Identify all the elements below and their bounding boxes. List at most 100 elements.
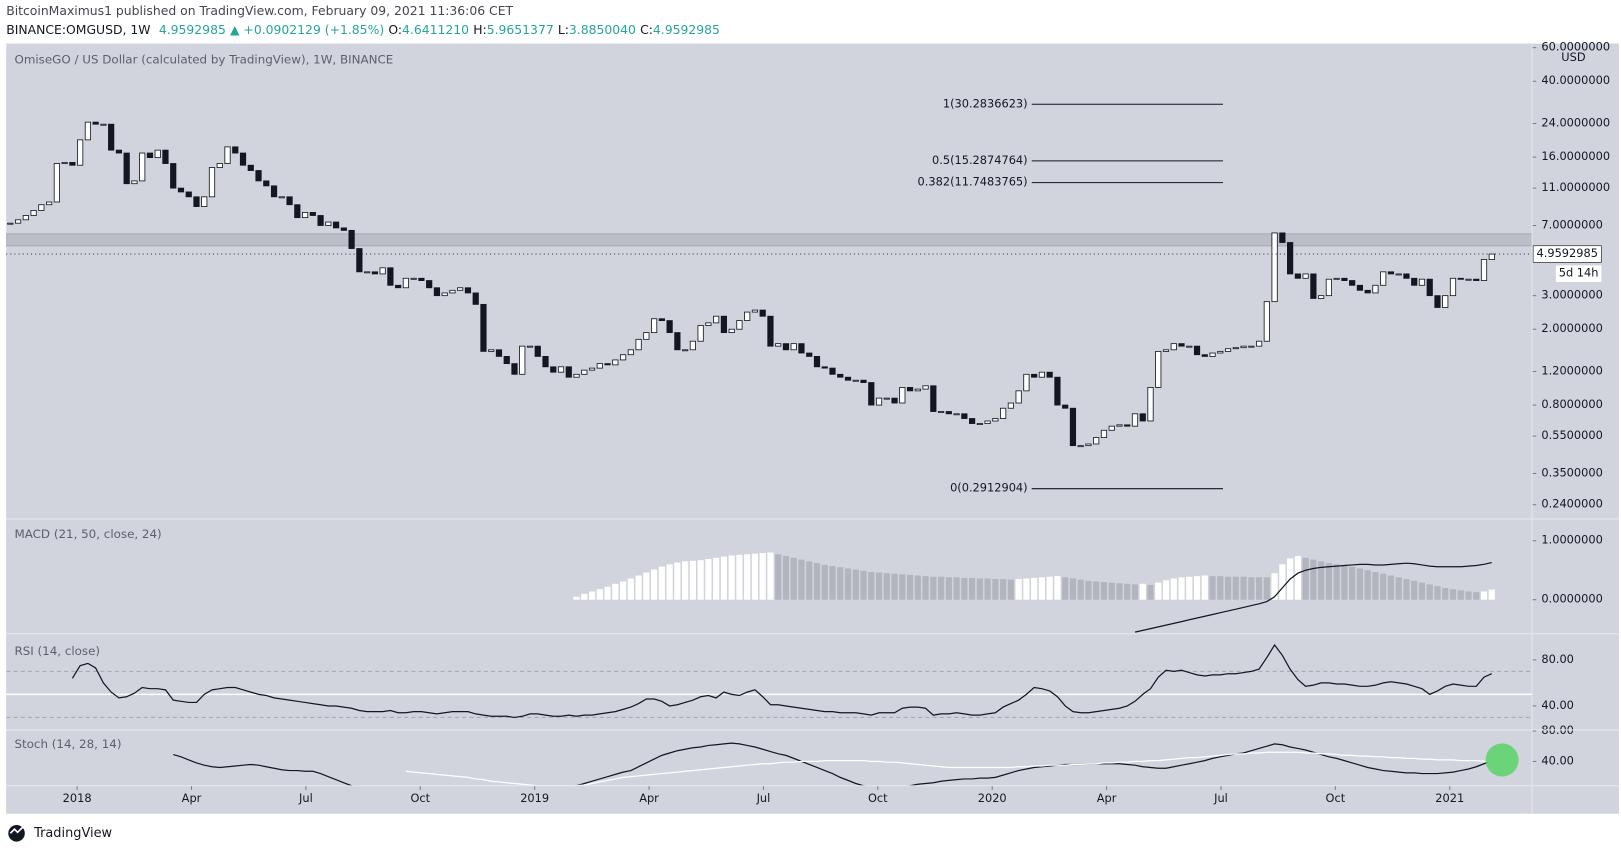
publish-line: BitcoinMaximus1 published on TradingView…	[6, 3, 513, 18]
macd-histogram-bar	[1031, 577, 1038, 600]
candle-body	[1031, 373, 1038, 378]
candle-body	[1139, 413, 1146, 422]
ohlc-value: 3.8850040	[569, 22, 636, 37]
macd-line	[1134, 561, 1492, 633]
ohlc-value: 4.6411210	[402, 22, 469, 37]
macd-histogram-bar	[1085, 580, 1092, 600]
macd-histogram-bar	[1054, 576, 1061, 600]
candle-body	[348, 229, 355, 249]
candle-body	[201, 196, 208, 207]
candle-body	[239, 152, 247, 166]
candle-body	[1302, 273, 1309, 279]
candle-body	[1418, 278, 1426, 286]
ohlc-value: 5.9651377	[487, 22, 554, 37]
candle-body	[38, 204, 45, 211]
macd-histogram-bar	[736, 554, 743, 600]
candle-body	[139, 152, 146, 182]
macd-histogram-bar	[573, 596, 580, 600]
candle-body	[1038, 371, 1046, 378]
candle-body	[364, 271, 371, 274]
candle-body	[433, 287, 441, 297]
candle-body	[798, 343, 805, 354]
macd-histogram-bar	[1093, 581, 1100, 600]
candle-body	[937, 411, 945, 413]
candle-body	[1473, 278, 1480, 281]
macd-histogram-bar	[1116, 583, 1123, 600]
candle-body	[69, 162, 76, 166]
macd-histogram-bar	[868, 571, 875, 600]
symbol-line: BINANCE:OMGUSD, 1W 4.9592985 ▲ +0.0902129 …	[6, 22, 720, 37]
macd-histogram-bar	[1442, 587, 1449, 600]
candle-body	[224, 146, 231, 164]
pane	[573, 552, 1495, 633]
candle-body	[1372, 284, 1379, 294]
candle-body	[208, 167, 216, 198]
macd-histogram-bar	[643, 572, 650, 600]
macd-histogram-bar	[767, 552, 774, 600]
candle-body	[627, 349, 634, 356]
macd-histogram-bar	[1038, 577, 1046, 600]
resistance-zone	[6, 233, 1533, 247]
macd-histogram-bar	[1201, 575, 1208, 600]
candle-body	[1310, 273, 1317, 299]
candle-body	[953, 413, 960, 416]
macd-histogram-bar	[666, 564, 673, 600]
candle-body	[1069, 407, 1077, 447]
fib-label: 1(30.2836623)	[943, 96, 1028, 110]
candle-body	[969, 418, 976, 424]
macd-histogram-bar	[976, 578, 983, 600]
macd-histogram-bar	[883, 573, 890, 600]
macd-histogram-bar	[1232, 576, 1239, 600]
y-tick-label: 2.0000000	[1541, 321, 1602, 335]
candle-body	[852, 379, 859, 382]
candle-body	[1480, 259, 1488, 281]
candle-body	[697, 325, 704, 342]
macd-histogram-bar	[1480, 591, 1488, 600]
candle-body	[775, 343, 782, 347]
candle-body	[395, 284, 402, 289]
macd-histogram-bar	[1046, 576, 1053, 600]
fib-label: 0.5(15.2874764)	[932, 153, 1028, 167]
candle-body	[1116, 424, 1123, 427]
x-tick-label: Oct	[868, 791, 888, 805]
macd-histogram-bar	[1380, 573, 1387, 600]
change: ▲ +0.0902129 (+1.85%)	[230, 22, 384, 37]
x-tick-label: Jul	[1213, 791, 1228, 805]
candle-body	[1442, 295, 1449, 308]
macd-histogram-bar	[1395, 577, 1402, 600]
macd-histogram-bar	[775, 554, 782, 600]
x-tick-label: Apr	[639, 791, 659, 805]
x-tick-label: 2019	[520, 791, 549, 805]
candle-body	[1364, 289, 1371, 294]
candle-body	[1100, 429, 1108, 439]
macd-histogram-bar	[1318, 561, 1325, 600]
candle-body	[767, 315, 774, 347]
candle-body	[1224, 348, 1232, 352]
candle-body	[1046, 371, 1053, 378]
macd-histogram-bar	[1426, 584, 1433, 600]
candle-body	[813, 355, 821, 368]
macd-histogram-bar	[1255, 577, 1263, 600]
candle-body	[14, 219, 22, 224]
candle-body	[387, 267, 394, 286]
candle-body	[666, 320, 673, 334]
candle-body	[325, 221, 332, 226]
macd-histogram-bar	[953, 577, 960, 600]
macd-histogram-bar	[1473, 592, 1480, 600]
macd-histogram-bar	[1457, 590, 1464, 600]
candle-body	[875, 397, 883, 406]
candle-body	[472, 292, 479, 305]
macd-histogram-bar	[635, 575, 642, 600]
candle-body	[1457, 277, 1464, 280]
pane	[173, 742, 1493, 786]
candle-body	[1325, 278, 1332, 297]
macd-histogram-bar	[612, 583, 619, 600]
y-tick-label: 7.0000000	[1541, 218, 1602, 232]
candle-body	[1023, 373, 1030, 392]
candle-body	[744, 311, 751, 321]
candle-body	[511, 363, 518, 375]
countdown-box	[1555, 265, 1602, 282]
candle-body	[61, 162, 68, 164]
macd-histogram-bar	[1449, 589, 1457, 600]
macd-histogram-bar	[1015, 579, 1022, 600]
